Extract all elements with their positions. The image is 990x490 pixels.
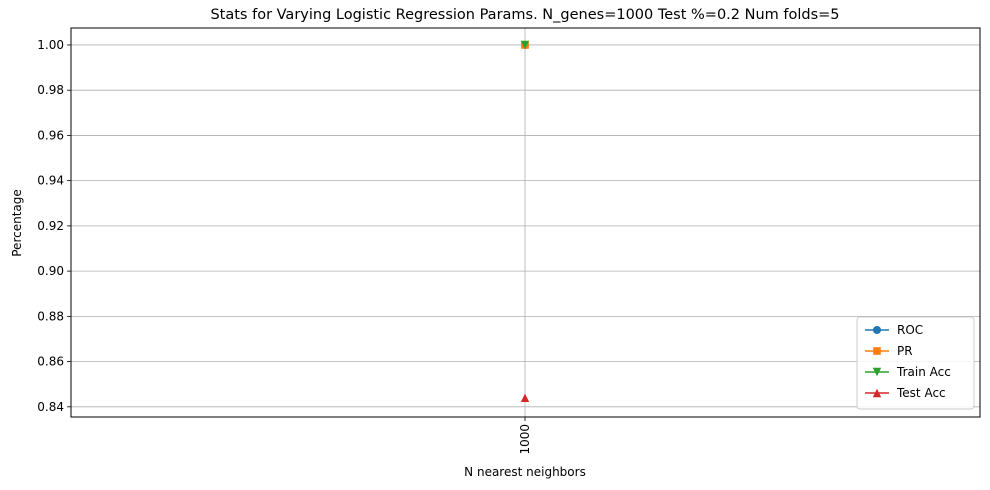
plot-frame [70, 27, 981, 418]
y-tick-label: 1.00 [37, 38, 64, 52]
chart-title: Stats for Varying Logistic Regression Pa… [210, 7, 839, 23]
y-axis: 0.84 0.86 0.88 0.90 0.92 0.94 0.96 0.98 1.00 [37, 38, 71, 414]
y-tick-label: 0.94 [37, 174, 64, 188]
y-tick-label: 0.88 [37, 309, 64, 323]
y-tick-label: 0.96 [37, 128, 64, 142]
y-tick-label: 0.86 [37, 355, 64, 369]
x-tick-label: 1000 [518, 424, 532, 455]
y-axis-label: Percentage [10, 189, 24, 257]
legend-box [856, 316, 975, 410]
data-point-train-acc [520, 40, 530, 50]
legend: ROC PR Train Acc Test Acc [856, 316, 975, 410]
legend-label-roc: ROC [897, 323, 923, 337]
legend-marker-test-acc [872, 388, 882, 398]
series-layer [520, 40, 530, 402]
legend-marker-pr [873, 347, 881, 355]
y-tick-label: 0.90 [37, 264, 64, 278]
legend-marker-train-acc [872, 367, 882, 377]
legend-label-pr: PR [897, 344, 913, 358]
x-axis-label: N nearest neighbors [464, 465, 586, 479]
y-tick-label: 0.92 [37, 219, 64, 233]
grid-layer [71, 28, 980, 417]
y-tick-label: 0.84 [37, 400, 64, 414]
x-axis: 1000 [518, 417, 532, 455]
y-tick-label: 0.98 [37, 83, 64, 97]
data-point-test-acc [520, 393, 530, 402]
legend-label-train-acc: Train Acc [896, 365, 951, 379]
legend-marker-roc [873, 326, 881, 334]
legend-label-test-acc: Test Acc [896, 386, 946, 400]
